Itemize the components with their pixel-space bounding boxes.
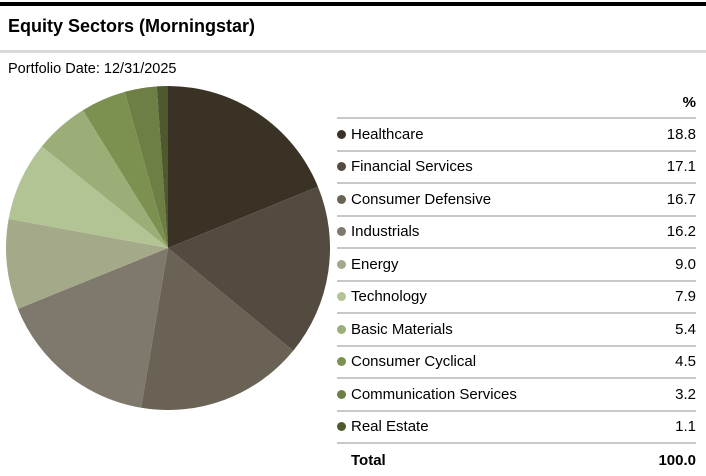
sector-name: Technology: [351, 288, 427, 306]
sector-percent: 4.5: [675, 353, 696, 371]
legend-bullet-icon: [337, 162, 346, 172]
sector-name: Industrials: [351, 223, 420, 241]
legend-row: Communication Services 3.2: [337, 379, 696, 412]
pie-slice: [82, 91, 168, 248]
pie-slice: [124, 86, 168, 248]
sector-percent: 9.0: [675, 255, 696, 273]
pie-chart-svg: [5, 86, 331, 411]
pie-slice: [168, 86, 318, 248]
pie-slice: [41, 110, 168, 248]
sector-name: Healthcare: [351, 125, 424, 143]
sector-percent: 1.1: [675, 418, 696, 436]
sector-name: Energy: [351, 255, 399, 273]
sector-percent: 5.4: [675, 320, 696, 338]
legend-row: Consumer Defensive 16.7: [337, 184, 696, 217]
pie-slice: [8, 146, 169, 248]
legend-row: Healthcare 18.8: [337, 119, 696, 152]
sector-percent: 7.9: [675, 288, 696, 306]
legend-row: Technology 7.9: [337, 282, 696, 314]
legend-row: Industrials 16.2: [337, 217, 696, 249]
legend-bullet-icon: [337, 357, 346, 367]
legend-bullet-icon: [337, 129, 346, 139]
legend-row: Financial Services 17.1: [337, 152, 696, 184]
portfolio-date: Portfolio Date: 12/31/2025: [8, 61, 177, 77]
sector-percent: 16.2: [666, 223, 696, 241]
pie-slice: [141, 248, 294, 411]
legend-bullet-icon: [337, 422, 346, 432]
legend-rows: Healthcare 18.8 Financial Services 17.1 Cons…: [337, 119, 696, 444]
page-title: Equity Sectors (Morningstar): [8, 16, 256, 36]
sector-percent: 3.2: [675, 385, 696, 403]
sector-legend-table: % Healthcare 18.8 Financial Services 17.1 Co…: [337, 88, 696, 476]
pie-slice: [17, 248, 169, 408]
pie-slice: [168, 186, 331, 351]
legend-row: Basic Materials 5.4: [337, 314, 696, 347]
legend-bullet-icon: [337, 259, 346, 269]
legend-bullet-icon: [337, 324, 346, 334]
legend-row: Real Estate 1.1: [337, 412, 696, 444]
sector-percent: 16.7: [666, 190, 696, 208]
sector-percent: 18.8: [666, 125, 696, 143]
pie-chart: [5, 86, 331, 411]
sector-percent: 17.1: [666, 158, 696, 176]
legend-row: Energy 9.0: [337, 249, 696, 282]
top-rule: [0, 2, 706, 6]
legend-bullet-icon: [337, 194, 346, 204]
legend-total-row: Total 100.0: [337, 444, 696, 476]
sector-name: Real Estate: [351, 418, 429, 436]
sector-name: Communication Services: [351, 385, 517, 403]
sector-name: Consumer Cyclical: [351, 353, 477, 371]
percent-column-header: %: [682, 94, 696, 111]
total-label: Total: [351, 451, 386, 469]
legend-bullet-icon: [337, 227, 346, 237]
legend-bullet-icon: [337, 292, 346, 302]
pie-slice: [156, 86, 168, 248]
pie-slice: [5, 218, 169, 309]
sector-name: Basic Materials: [351, 320, 453, 338]
total-value: 100.0: [658, 451, 696, 469]
legend-row: Consumer Cyclical 4.5: [337, 347, 696, 379]
title-divider: [0, 50, 706, 53]
sector-name: Financial Services: [351, 158, 473, 176]
legend-header-row: %: [337, 88, 696, 119]
legend-bullet-icon: [337, 389, 346, 399]
sector-name: Consumer Defensive: [351, 190, 492, 208]
